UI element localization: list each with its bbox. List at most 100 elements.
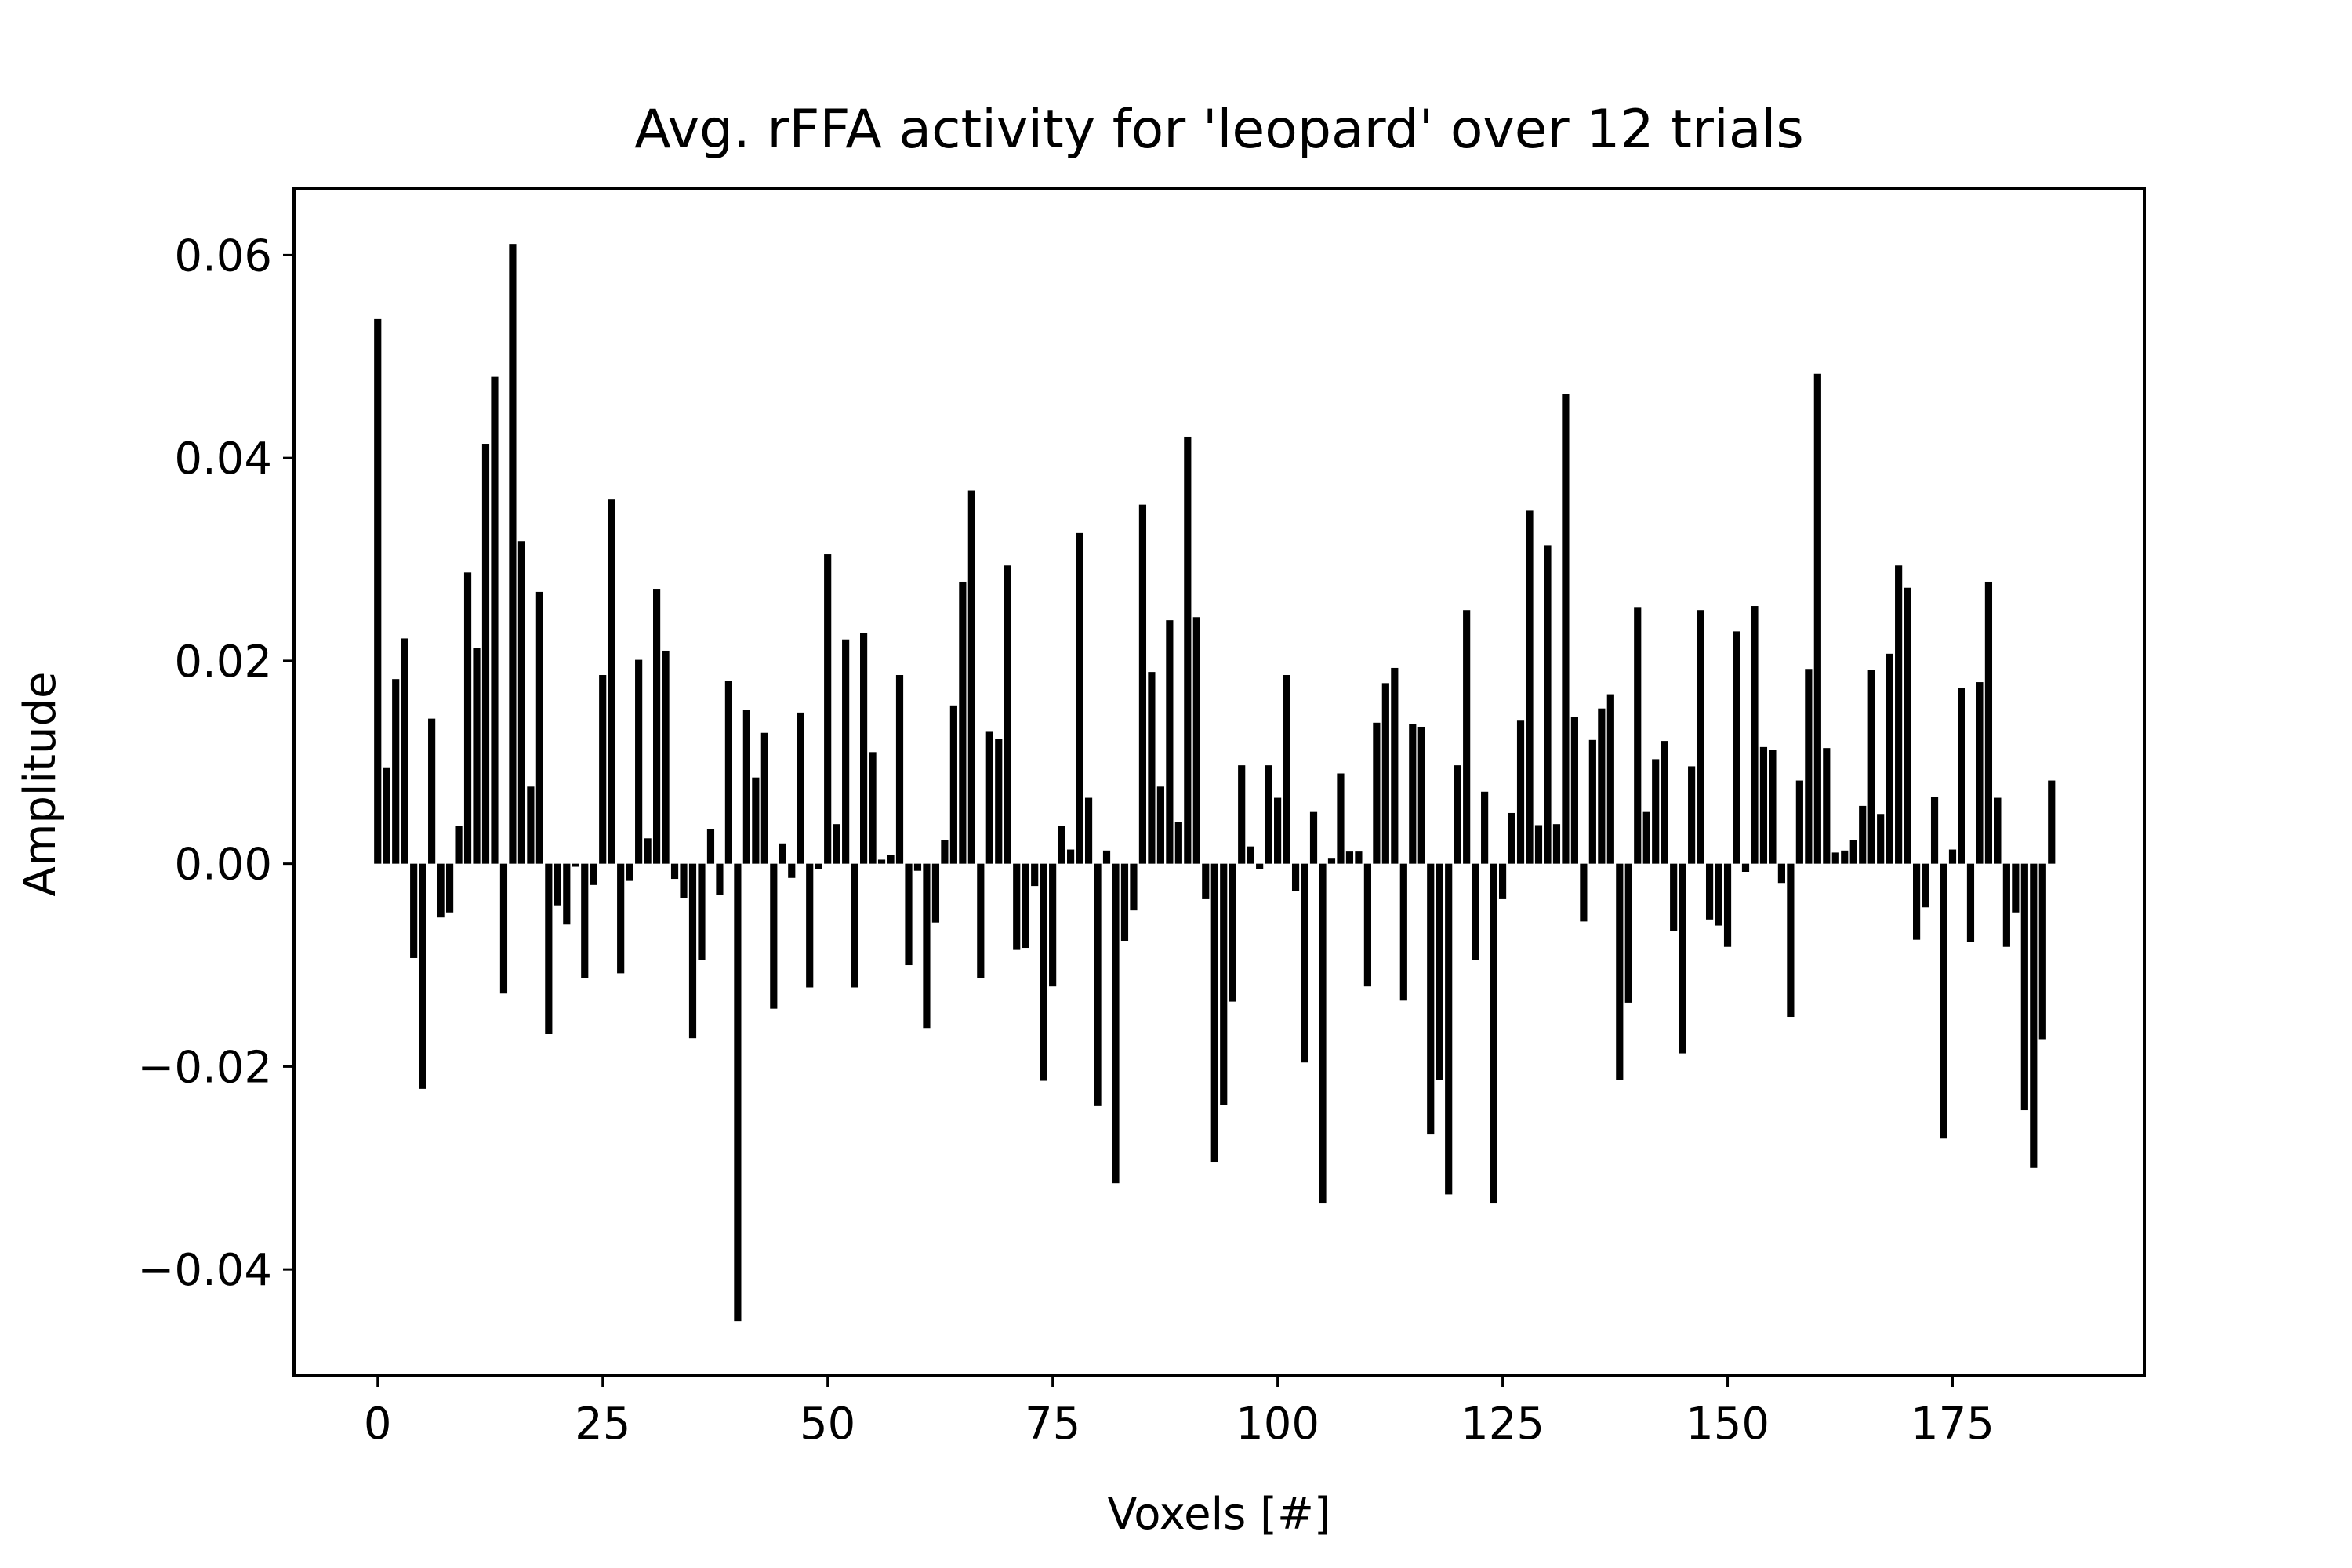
bar-voxel-12 — [481, 444, 490, 864]
bar-voxel-80 — [1094, 863, 1102, 1106]
bar-voxel-73 — [1031, 863, 1039, 887]
bar-voxel-10 — [463, 572, 472, 864]
bar-voxel-41 — [742, 710, 750, 864]
bar-voxel-156 — [1777, 863, 1785, 884]
bar-voxel-148 — [1705, 863, 1714, 920]
bar-voxel-164 — [1849, 840, 1857, 864]
bar-voxel-132 — [1562, 394, 1570, 864]
bar-voxel-78 — [1076, 532, 1083, 864]
bar-voxel-141 — [1642, 811, 1650, 864]
bar-voxel-123 — [1481, 791, 1489, 864]
x-axis-label: Voxels [#] — [1107, 1489, 1331, 1540]
bar-voxel-2 — [392, 679, 400, 864]
x-tick-label: 75 — [1025, 1399, 1080, 1450]
bar-voxel-114 — [1399, 863, 1407, 1001]
bar-voxel-183 — [2020, 863, 2028, 1111]
bar-voxel-16 — [517, 541, 525, 864]
bar-voxel-95 — [1229, 863, 1236, 1002]
bar-voxel-101 — [1283, 675, 1290, 864]
bar-voxel-6 — [428, 718, 436, 864]
bar-voxel-128 — [1526, 510, 1534, 864]
bar-voxel-31 — [653, 589, 661, 864]
bar-voxel-94 — [1220, 863, 1228, 1105]
bar-voxel-97 — [1247, 846, 1254, 864]
bar-voxel-107 — [1337, 773, 1345, 864]
bar-voxel-155 — [1769, 750, 1777, 864]
bar-voxel-25 — [599, 675, 607, 864]
bar-voxel-130 — [1544, 545, 1552, 864]
bar-voxel-22 — [572, 863, 579, 867]
bar-voxel-129 — [1534, 825, 1543, 864]
bar-voxel-0 — [374, 318, 382, 864]
bar-voxel-124 — [1490, 863, 1497, 1204]
chart-title: Avg. rFFA activity for 'leopard' over 12… — [634, 99, 1804, 161]
bar-voxel-68 — [985, 731, 993, 864]
bar-voxel-151 — [1733, 631, 1740, 864]
bar-voxel-55 — [869, 752, 877, 864]
bar-voxel-49 — [815, 863, 822, 869]
bar-voxel-74 — [1040, 863, 1047, 1081]
bar-voxel-180 — [1994, 797, 2002, 864]
x-tick-label: 0 — [364, 1399, 392, 1450]
bar-voxel-11 — [473, 648, 481, 864]
bar-voxel-167 — [1877, 814, 1885, 864]
bar-voxel-127 — [1516, 720, 1525, 864]
bar-voxel-51 — [833, 824, 840, 864]
bar-voxel-83 — [1120, 863, 1129, 941]
bar-voxel-176 — [1958, 688, 1965, 864]
y-tick-label: −0.04 — [137, 1245, 272, 1296]
bar-voxel-138 — [1616, 863, 1624, 1080]
bar-voxel-100 — [1274, 797, 1282, 864]
bar-voxel-87 — [1156, 786, 1164, 864]
bar-voxel-113 — [1391, 667, 1399, 864]
bar-voxel-57 — [887, 855, 895, 864]
bar-voxel-45 — [779, 843, 786, 864]
bar-voxel-19 — [545, 863, 553, 1034]
bar-voxel-32 — [662, 650, 670, 864]
bar-voxel-177 — [1966, 863, 1975, 942]
bar-voxel-92 — [1202, 863, 1210, 899]
bar-voxel-30 — [644, 838, 652, 864]
bar-voxel-64 — [949, 705, 957, 864]
bar-voxel-34 — [680, 863, 688, 898]
bar-voxel-26 — [608, 499, 615, 864]
x-tick-label: 25 — [575, 1399, 630, 1450]
y-axis-label: Amplitude — [15, 672, 66, 897]
bar-voxel-46 — [788, 863, 796, 878]
bar-voxel-89 — [1174, 822, 1182, 864]
y-tick-label: 0.06 — [174, 230, 272, 281]
bar-voxel-109 — [1355, 851, 1363, 864]
x-tick-label: 125 — [1461, 1399, 1544, 1450]
bar-voxel-163 — [1841, 850, 1849, 864]
bar-voxel-143 — [1661, 741, 1668, 864]
bar-voxel-139 — [1624, 863, 1632, 1003]
bar-voxel-21 — [563, 863, 571, 925]
bar-voxel-75 — [1049, 863, 1057, 987]
bar-voxel-142 — [1652, 759, 1660, 864]
bar-voxel-4 — [410, 863, 418, 958]
bar-voxel-108 — [1345, 851, 1354, 864]
bar-voxel-54 — [860, 633, 868, 864]
bar-voxel-43 — [760, 732, 768, 864]
bar-voxel-184 — [2030, 863, 2038, 1168]
bar-voxel-76 — [1058, 826, 1065, 864]
bar-voxel-133 — [1570, 717, 1578, 864]
bar-voxel-154 — [1759, 746, 1768, 864]
bar-voxel-90 — [1184, 436, 1192, 864]
bar-voxel-121 — [1463, 610, 1471, 864]
bar-voxel-9 — [455, 826, 463, 864]
bar-voxel-131 — [1552, 824, 1561, 864]
bars-group — [374, 244, 2056, 1322]
bar-voxel-111 — [1373, 722, 1381, 864]
bar-voxel-42 — [752, 777, 760, 864]
bar-voxel-135 — [1588, 739, 1596, 864]
bar-voxel-140 — [1634, 607, 1642, 864]
y-tick-label: −0.02 — [137, 1042, 272, 1093]
bar-voxel-39 — [724, 681, 732, 864]
y-tick-label: 0.02 — [174, 637, 272, 688]
bar-voxel-82 — [1112, 863, 1120, 1184]
bar-voxel-158 — [1795, 780, 1803, 864]
bar-voxel-119 — [1445, 863, 1453, 1195]
bar-voxel-35 — [688, 863, 697, 1039]
